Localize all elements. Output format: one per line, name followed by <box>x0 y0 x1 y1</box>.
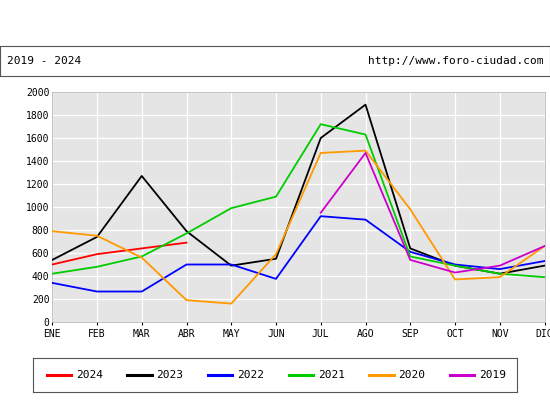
Text: 2021: 2021 <box>318 370 345 380</box>
Text: Evolucion Nº Turistas Nacionales en el municipio de Ojos Negros: Evolucion Nº Turistas Nacionales en el m… <box>23 16 527 30</box>
Text: 2024: 2024 <box>76 370 103 380</box>
Text: 2020: 2020 <box>398 370 425 380</box>
Text: 2022: 2022 <box>237 370 264 380</box>
Text: http://www.foro-ciudad.com: http://www.foro-ciudad.com <box>368 56 543 66</box>
Text: 2023: 2023 <box>156 370 183 380</box>
Text: 2019: 2019 <box>479 370 506 380</box>
Text: 2019 - 2024: 2019 - 2024 <box>7 56 81 66</box>
